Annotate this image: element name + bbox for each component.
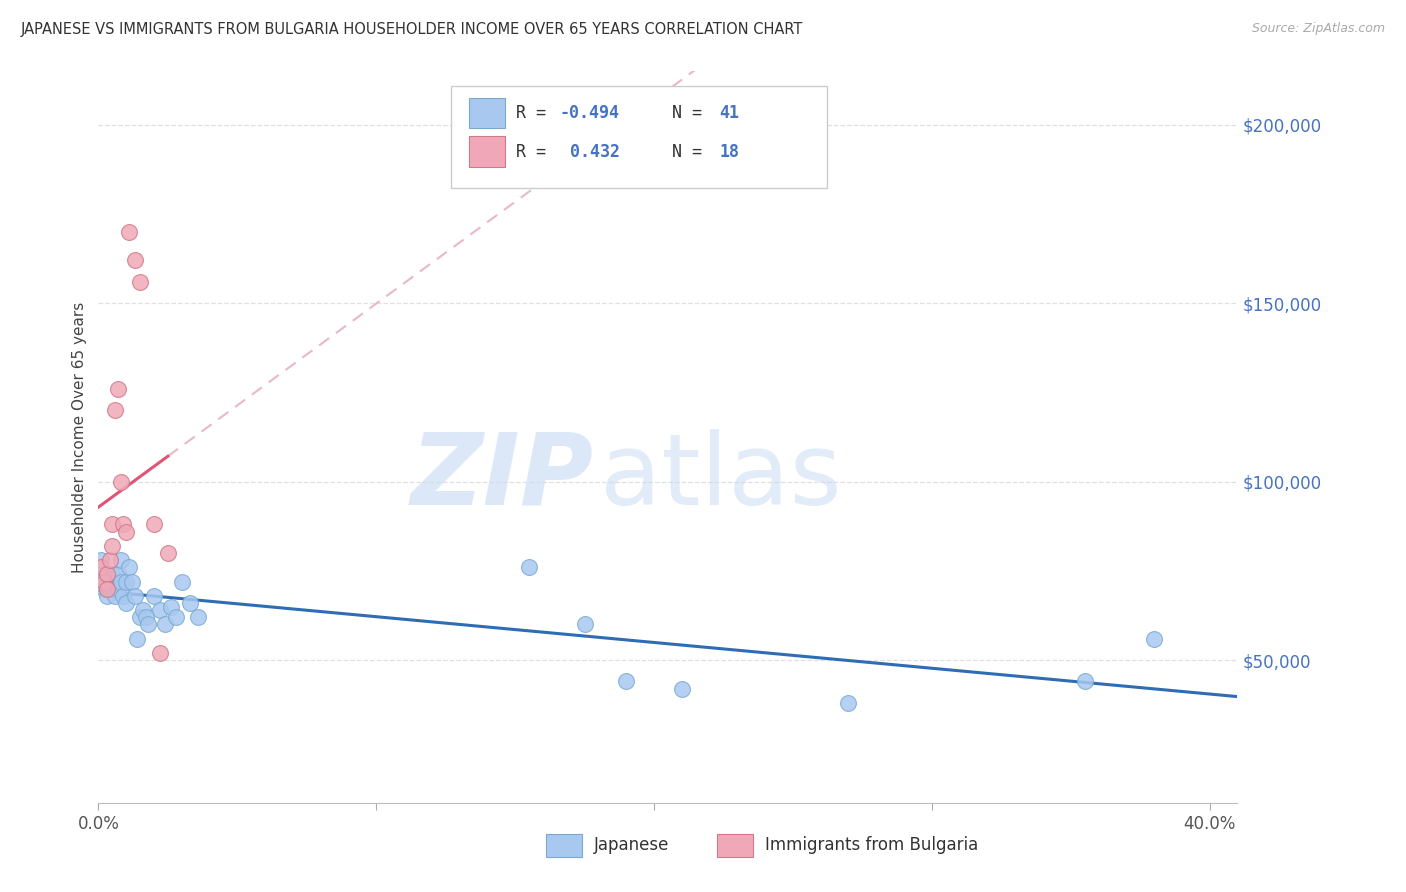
Point — [159, 599, 181, 614]
Point — [165, 610, 187, 624]
Point — [1073, 674, 1095, 689]
Point — [93, 582, 115, 596]
Point — [101, 539, 124, 553]
Point — [574, 617, 596, 632]
Point — [115, 574, 138, 589]
Point — [135, 610, 157, 624]
Point — [104, 574, 127, 589]
Point — [98, 571, 121, 585]
Point — [143, 589, 166, 603]
Text: N =: N = — [641, 104, 711, 122]
Point — [138, 617, 160, 632]
Point — [107, 382, 129, 396]
Point — [121, 574, 143, 589]
Text: 41: 41 — [718, 104, 740, 122]
Point — [115, 524, 138, 539]
Point — [179, 596, 201, 610]
Point — [129, 610, 152, 624]
Point — [110, 475, 132, 489]
Text: 18: 18 — [718, 143, 740, 161]
Text: 0.432: 0.432 — [560, 143, 620, 161]
Y-axis label: Householder Income Over 65 years: Householder Income Over 65 years — [72, 301, 87, 573]
Point — [129, 275, 152, 289]
Point — [148, 603, 170, 617]
Point — [110, 553, 132, 567]
Point — [96, 589, 118, 603]
Text: N =: N = — [641, 143, 711, 161]
Text: R =: R = — [516, 104, 557, 122]
Point — [124, 253, 146, 268]
Point — [170, 574, 193, 589]
Point — [96, 567, 118, 582]
Point — [614, 674, 637, 689]
Point — [96, 582, 118, 596]
Point — [156, 546, 179, 560]
Point — [98, 582, 121, 596]
Point — [124, 589, 146, 603]
Text: JAPANESE VS IMMIGRANTS FROM BULGARIA HOUSEHOLDER INCOME OVER 65 YEARS CORRELATIO: JAPANESE VS IMMIGRANTS FROM BULGARIA HOU… — [21, 22, 803, 37]
Text: R =: R = — [516, 143, 557, 161]
Point — [107, 567, 129, 582]
Point — [101, 567, 124, 582]
FancyBboxPatch shape — [451, 86, 827, 188]
Point — [118, 560, 141, 574]
Point — [187, 610, 209, 624]
Text: atlas: atlas — [599, 429, 841, 525]
Point — [118, 225, 141, 239]
Point — [112, 589, 135, 603]
FancyBboxPatch shape — [546, 833, 582, 857]
Point — [101, 517, 124, 532]
Point — [148, 646, 170, 660]
FancyBboxPatch shape — [468, 136, 505, 167]
Point — [112, 517, 135, 532]
Point — [104, 403, 127, 417]
Point — [93, 567, 115, 582]
Point — [93, 574, 115, 589]
Point — [115, 596, 138, 610]
Text: -0.494: -0.494 — [560, 104, 620, 122]
Point — [671, 681, 693, 696]
Point — [153, 617, 176, 632]
Point — [98, 553, 121, 567]
Point — [90, 553, 112, 567]
Text: ZIP: ZIP — [411, 429, 593, 525]
FancyBboxPatch shape — [717, 833, 754, 857]
Point — [837, 696, 859, 710]
Point — [517, 560, 540, 574]
Text: Japanese: Japanese — [593, 836, 669, 855]
Point — [110, 574, 132, 589]
Point — [96, 574, 118, 589]
Point — [104, 589, 127, 603]
Point — [1143, 632, 1166, 646]
Text: Immigrants from Bulgaria: Immigrants from Bulgaria — [765, 836, 979, 855]
FancyBboxPatch shape — [468, 98, 505, 128]
Point — [132, 603, 155, 617]
Point — [127, 632, 149, 646]
Point — [101, 582, 124, 596]
Point — [143, 517, 166, 532]
Text: Source: ZipAtlas.com: Source: ZipAtlas.com — [1251, 22, 1385, 36]
Point — [107, 582, 129, 596]
Point — [90, 560, 112, 574]
